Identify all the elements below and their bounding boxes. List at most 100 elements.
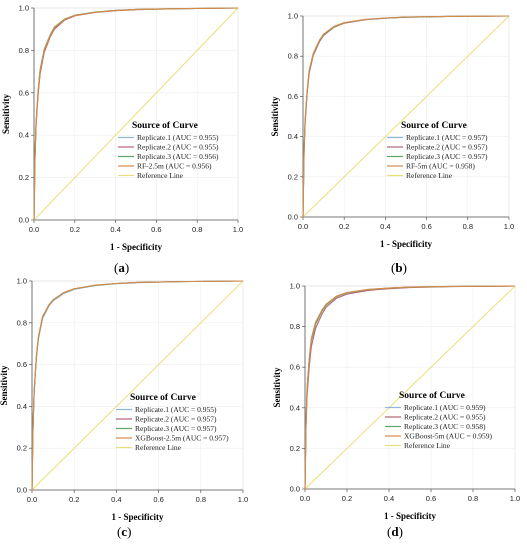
x-tick-label: 0.8 bbox=[196, 495, 206, 504]
legend-entry: Reference Line bbox=[404, 441, 451, 450]
caption-d: (d) bbox=[387, 524, 403, 539]
series-line bbox=[31, 280, 244, 491]
legend-entry: Reference Line bbox=[135, 443, 182, 452]
legend-entry: Reference Line bbox=[137, 171, 184, 180]
y-tick-label: 0.0 bbox=[19, 216, 29, 225]
legend-title: Source of Curve bbox=[401, 121, 467, 131]
y-tick-label: 0.2 bbox=[288, 172, 298, 181]
x-tick-label: 0.6 bbox=[151, 225, 161, 234]
legend-entry: RF-5m (AUC = 0.958) bbox=[406, 162, 475, 171]
legend-entry: Replicate.1 (AUC = 0.957) bbox=[406, 133, 488, 142]
x-tick-label: 0.8 bbox=[468, 494, 478, 503]
y-tick-label: 1.0 bbox=[288, 12, 298, 21]
x-tick-label: 1.0 bbox=[510, 494, 520, 503]
y-axis-title: Sensitivity bbox=[0, 365, 9, 406]
y-tick-label: 0.2 bbox=[17, 444, 27, 453]
legend-entry: Replicate.1 (AUC = 0.955) bbox=[135, 405, 217, 414]
legend-entry: Replicate.1 (AUC = 0.959) bbox=[404, 403, 486, 412]
roc-chart-a: 0.0 0.2 0.4 0.6 0.8 1.0 0.0 0.2 0.4 0.6 0.8 1.0 1 - … bbox=[1, 4, 243, 253]
x-tick-label: 0.0 bbox=[29, 225, 39, 234]
x-tick-label: 0.2 bbox=[70, 225, 80, 234]
legend-title: Source of Curve bbox=[399, 391, 465, 401]
y-tick-label: 0.8 bbox=[288, 52, 298, 61]
roc-panel-a: 0.0 0.2 0.4 0.6 0.8 1.0 0.0 0.2 0.4 0.6 0.8 1.0 1 - … bbox=[0, 0, 260, 285]
x-tick-label: 0.8 bbox=[463, 222, 473, 231]
y-tick-label: 0.8 bbox=[19, 46, 29, 55]
x-tick-label: 1.0 bbox=[504, 222, 514, 231]
y-tick-label: 0.2 bbox=[290, 444, 300, 453]
x-axis-title: 1 - Specificity bbox=[380, 239, 432, 249]
series-line bbox=[302, 15, 510, 218]
roc-chart-c: 0.0 0.2 0.4 0.6 0.8 1.0 0.0 0.2 0.4 0.6 0.8 1.0 1 - … bbox=[0, 277, 248, 523]
caption-b: (b) bbox=[391, 260, 407, 275]
legend-entry: Replicate.2 (AUC = 0.955) bbox=[137, 143, 219, 152]
series-line bbox=[33, 7, 239, 221]
caption-c: (c) bbox=[117, 524, 132, 539]
y-tick-label: 0.6 bbox=[19, 88, 29, 97]
y-tick-label: 0.8 bbox=[17, 318, 27, 327]
x-tick-label: 0.4 bbox=[380, 222, 390, 231]
y-tick-label: 0.0 bbox=[17, 486, 27, 495]
roc-chart-b: 0.0 0.2 0.4 0.6 0.8 1.0 0.0 0.2 0.4 0.6 0.8 1.0 1 - … bbox=[270, 12, 514, 250]
series-line bbox=[302, 15, 510, 218]
x-axis-title: 1 - Specificity bbox=[384, 511, 436, 521]
legend-entry: Replicate.3 (AUC = 0.957) bbox=[406, 152, 488, 161]
y-tick-label: 0.4 bbox=[288, 132, 298, 141]
y-axis-title: Sensitivity bbox=[1, 94, 11, 135]
legend-entry: Replicate.3 (AUC = 0.958) bbox=[404, 422, 486, 431]
y-tick-label: 1.0 bbox=[17, 277, 27, 286]
x-tick-label: 0.4 bbox=[110, 225, 120, 234]
y-axis-title: Sensitivity bbox=[272, 367, 282, 408]
roc-panel-c: 0.0 0.2 0.4 0.6 0.8 1.0 0.0 0.2 0.4 0.6 0.8 1.0 1 - … bbox=[0, 272, 265, 550]
legend-title: Source of Curve bbox=[132, 121, 198, 131]
x-tick-label: 0.0 bbox=[298, 222, 308, 231]
x-tick-label: 1.0 bbox=[233, 225, 243, 234]
y-tick-label: 0.4 bbox=[19, 131, 29, 140]
series-line bbox=[304, 285, 516, 490]
y-tick-label: 0.2 bbox=[19, 173, 29, 182]
x-tick-label: 0.6 bbox=[426, 494, 436, 503]
x-tick-label: 0.4 bbox=[384, 494, 394, 503]
x-tick-label: 0.6 bbox=[153, 495, 163, 504]
legend-entry: XGBoost-2.5m (AUC = 0.957) bbox=[135, 434, 229, 443]
roc-panel-d: 0.0 0.2 0.4 0.6 0.8 1.0 0.0 0.2 0.4 0.6 0.8 1.0 1 - … bbox=[267, 272, 527, 550]
y-tick-label: 1.0 bbox=[290, 282, 300, 291]
caption-a: (a) bbox=[114, 260, 130, 275]
y-tick-label: 0.6 bbox=[290, 363, 300, 372]
legend-entry: Replicate.3 (AUC = 0.957) bbox=[135, 424, 217, 433]
series-line bbox=[33, 7, 239, 221]
x-tick-label: 0.2 bbox=[69, 495, 79, 504]
legend-entry: Replicate.2 (AUC = 0.955) bbox=[404, 413, 486, 422]
x-axis-title: 1 - Specificity bbox=[112, 512, 164, 522]
x-tick-label: 0.6 bbox=[421, 222, 431, 231]
y-tick-label: 0.8 bbox=[290, 322, 300, 331]
y-tick-label: 0.0 bbox=[288, 213, 298, 222]
legend-entry: RF-2.5m (AUC = 0.956) bbox=[137, 162, 212, 171]
legend-entry: Replicate.1 (AUC = 0.955) bbox=[137, 133, 219, 142]
legend-title: Source of Curve bbox=[130, 393, 196, 403]
x-tick-label: 0.4 bbox=[111, 495, 121, 504]
legend-entry: XGBoost-5m (AUC = 0.959) bbox=[404, 432, 492, 441]
legend-entry: Replicate.2 (AUC = 0.957) bbox=[135, 415, 217, 424]
legend-entry: Reference Line bbox=[406, 171, 453, 180]
x-tick-label: 0.2 bbox=[342, 494, 352, 503]
series-line bbox=[31, 280, 244, 491]
roc-chart-d: 0.0 0.2 0.4 0.6 0.8 1.0 0.0 0.2 0.4 0.6 0.8 1.0 1 - … bbox=[272, 282, 520, 522]
y-tick-label: 0.6 bbox=[288, 92, 298, 101]
roc-panel-b: 0.0 0.2 0.4 0.6 0.8 1.0 0.0 0.2 0.4 0.6 0.8 1.0 1 - … bbox=[267, 0, 527, 285]
x-tick-label: 0.0 bbox=[27, 495, 37, 504]
y-tick-label: 0.4 bbox=[17, 402, 27, 411]
x-axis-title: 1 - Specificity bbox=[110, 242, 162, 252]
x-tick-label: 1.0 bbox=[238, 495, 248, 504]
series-line bbox=[304, 285, 516, 490]
y-tick-label: 0.4 bbox=[290, 403, 300, 412]
legend-entry: Replicate.3 (AUC = 0.956) bbox=[137, 152, 219, 161]
y-tick-label: 0.6 bbox=[17, 360, 27, 369]
legend-entry: Replicate.2 (AUC = 0.957) bbox=[406, 143, 488, 152]
x-tick-label: 0.2 bbox=[339, 222, 349, 231]
x-tick-label: 0.0 bbox=[300, 494, 310, 503]
y-tick-label: 0.0 bbox=[290, 485, 300, 494]
y-axis-title: Sensitivity bbox=[270, 96, 280, 137]
y-tick-label: 1.0 bbox=[19, 4, 29, 13]
x-tick-label: 0.8 bbox=[192, 225, 202, 234]
